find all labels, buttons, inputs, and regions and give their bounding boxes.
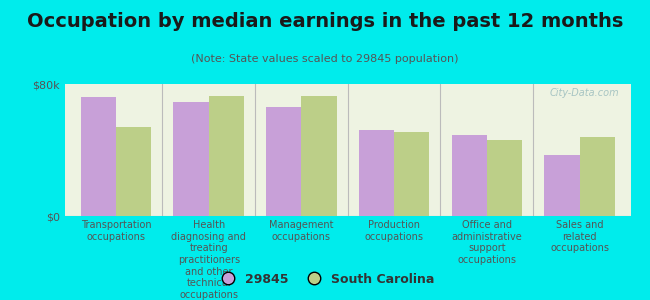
Bar (394, 132, 430, 216)
Bar (302, 95, 337, 216)
Bar (487, 140, 522, 216)
Bar (359, 130, 394, 216)
Bar (544, 155, 580, 216)
Bar (81, 97, 116, 216)
Bar (452, 135, 487, 216)
Bar (116, 127, 151, 216)
Bar (266, 107, 302, 216)
Legend: 29845, South Carolina: 29845, South Carolina (211, 268, 439, 291)
Bar (174, 102, 209, 216)
Text: City-Data.com: City-Data.com (549, 88, 619, 98)
Text: (Note: State values scaled to 29845 population): (Note: State values scaled to 29845 popu… (191, 54, 459, 64)
Bar (580, 137, 615, 216)
Text: Occupation by median earnings in the past 12 months: Occupation by median earnings in the pas… (27, 12, 623, 31)
Bar (209, 95, 244, 216)
